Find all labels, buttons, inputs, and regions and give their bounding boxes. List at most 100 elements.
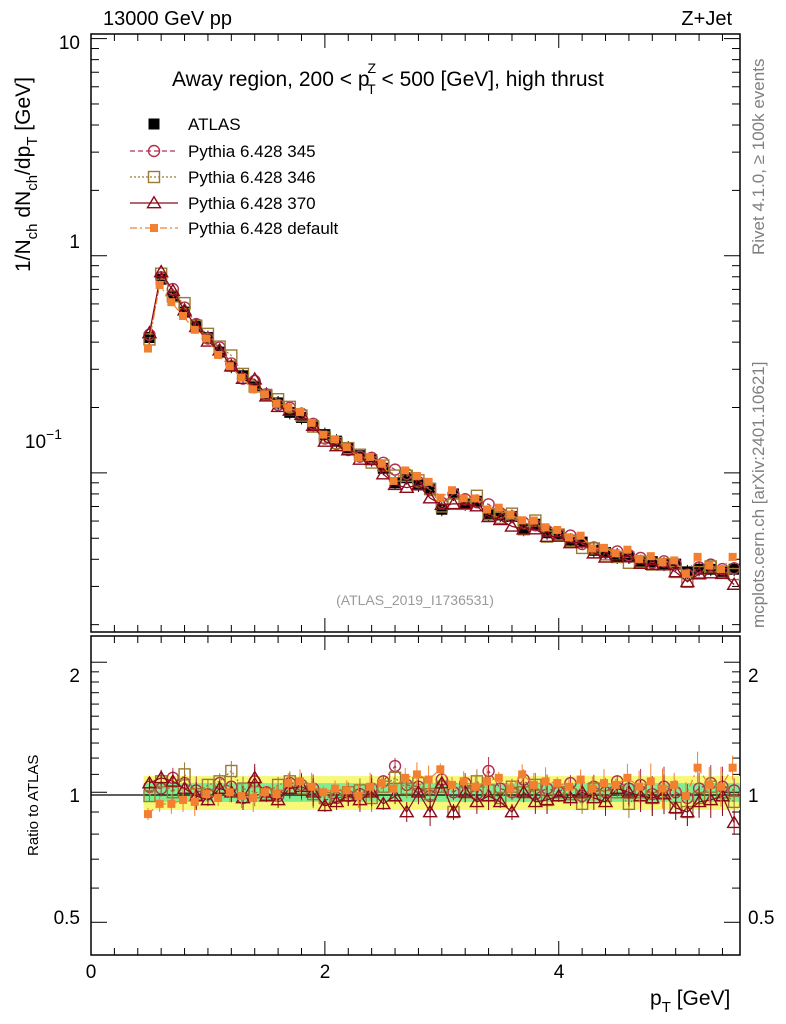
- pythia-6-428-346-point: [178, 296, 191, 310]
- pythia-6-428-370-point: [691, 566, 707, 580]
- legend-marker-pythia-6-428-345: [147, 144, 161, 158]
- pythia-6-428-default-point: [459, 494, 468, 503]
- pythia-6-428-default-ratio-point: [623, 773, 632, 782]
- pythia-6-428-default-ratio-point: [260, 788, 269, 797]
- pythia-6-428-default-point: [179, 311, 188, 320]
- pythia-6-428-default-ratio-point: [576, 775, 585, 784]
- pythia-6-428-370-ratio-point: [457, 784, 473, 798]
- pythia-6-428-370-point: [515, 521, 532, 535]
- pythia-6-428-default-point: [331, 435, 340, 444]
- analysis-watermark: (ATLAS_2019_I1736531): [336, 592, 494, 608]
- pythia-6-428-default-point: [155, 281, 164, 290]
- pythia-6-428-370-ratio-point: [153, 770, 169, 784]
- pythia-6-428-370-ratio-point: [363, 784, 380, 798]
- pythia-6-428-default-ratio-point: [401, 773, 410, 782]
- pythia-6-428-default-point: [635, 554, 644, 563]
- pythia-6-428-370-point: [246, 371, 263, 385]
- pythia-6-428-346-ratio-point: [388, 771, 402, 785]
- ratio-tick-label-1: 1: [69, 786, 80, 807]
- y-tick-label-1: 1: [69, 232, 80, 253]
- pythia-6-428-default-point: [354, 453, 363, 462]
- pythia-6-428-default-ratio-point: [646, 777, 655, 786]
- pythia-6-428-370-ratio-point: [597, 794, 614, 808]
- pythia-6-428-default-ratio-point: [190, 797, 199, 806]
- pythia-6-428-default-ratio-point: [693, 763, 702, 772]
- pythia-6-428-370-ratio-point: [586, 790, 602, 804]
- ratio-data-layer: [141, 751, 740, 835]
- pythia-6-428-346-ratio-point: [225, 764, 238, 778]
- pythia-6-428-370-point: [492, 512, 509, 526]
- atlas-point: [646, 556, 658, 568]
- pythia-6-428-370-ratio-point: [176, 780, 193, 794]
- pythia-6-428-default-ratio-point: [377, 779, 386, 788]
- legend-label-atlas: ATLAS: [188, 115, 241, 134]
- ratio-tick-label-right-0p5: 0.5: [748, 908, 774, 929]
- axis-ticks: [90, 34, 740, 955]
- y-axis-title: 1/Nch dNch/dpT [GeV]: [12, 77, 41, 272]
- pythia-6-428-default-point: [728, 552, 737, 561]
- pythia-6-428-370-point: [504, 518, 520, 532]
- pythia-6-428-default-point: [623, 545, 632, 554]
- pythia-6-428-default-ratio-point: [670, 780, 679, 789]
- pythia-6-428-370-ratio-point: [317, 798, 333, 812]
- pythia-6-428-370-ratio-point: [644, 790, 661, 804]
- pythia-6-428-default-point: [249, 385, 258, 394]
- pythia-6-428-370-ratio-point: [246, 770, 263, 784]
- pythia-6-428-default-point: [705, 561, 714, 570]
- pythia-6-428-default-ratio-point: [331, 784, 340, 793]
- pythia-6-428-default-ratio-point: [249, 793, 258, 802]
- pythia-6-428-default-point: [284, 403, 293, 412]
- pythia-6-428-370-ratio-point: [422, 804, 438, 818]
- legend-marker-pythia-6-428-370: [146, 195, 162, 209]
- pythia-6-428-370-ratio-point: [515, 784, 532, 798]
- pythia-6-428-default-ratio-point: [143, 810, 152, 819]
- pythia-6-428-default-ratio-point: [366, 782, 375, 791]
- pythia-6-428-default-point: [272, 399, 281, 408]
- pythia-6-428-370-ratio-point: [469, 794, 485, 808]
- pythia-6-428-default-ratio-point: [284, 779, 293, 788]
- chart-title: Away region, 200 < pZ T < 500 [GeV], high…: [172, 60, 604, 97]
- mcplots-label: mcplots.cern.ch [arXiv:2401.10621]: [749, 362, 768, 628]
- pythia-6-428-370-ratio-point: [434, 775, 450, 789]
- pythia-6-428-370-ratio-point: [539, 792, 555, 806]
- pythia-6-428-default-point: [716, 565, 725, 574]
- pythia-6-428-370-point: [703, 565, 719, 579]
- pythia-6-428-default-point: [553, 525, 562, 534]
- legend-marker-atlas: [148, 118, 160, 130]
- pythia-6-428-default-point: [518, 516, 527, 525]
- pythia-6-428-default-ratio-point: [167, 799, 176, 808]
- pythia-6-428-default-ratio-point: [483, 777, 492, 786]
- atlas-point: [190, 319, 202, 331]
- pythia-6-428-default-point: [693, 552, 702, 561]
- pythia-6-428-default-ratio-point: [471, 782, 480, 791]
- pythia-6-428-default-point: [143, 344, 152, 353]
- pythia-6-428-default-ratio-point: [448, 780, 457, 789]
- legend-marker-pythia-6-428-default: [150, 224, 158, 232]
- pythia-6-428-370-ratio-point: [270, 792, 286, 806]
- pythia-6-428-346-ratio-point: [143, 789, 156, 803]
- header-right: Z+Jet: [681, 8, 732, 30]
- ratio-y-axis-title: Ratio to ATLAS: [25, 755, 42, 856]
- pythia-6-428-370-point: [410, 477, 427, 491]
- pythia-6-428-default-ratio-point: [389, 784, 398, 793]
- pythia-6-428-default-point: [190, 325, 199, 334]
- pythia-6-428-default-point: [658, 558, 667, 567]
- main-data-layer: [141, 264, 740, 590]
- pythia-6-428-370-ratio-point: [165, 773, 181, 787]
- pythia-6-428-default-ratio-point: [214, 793, 223, 802]
- pythia-6-428-370-point: [317, 433, 333, 447]
- pythia-6-428-370-point: [667, 564, 684, 578]
- pythia-6-428-370-ratio-point: [562, 790, 579, 804]
- pythia-6-428-default-ratio-point: [564, 782, 573, 791]
- pythia-6-428-default-ratio-point: [354, 792, 363, 801]
- atlas-point: [295, 411, 307, 423]
- pythia-6-428-370-point: [597, 549, 614, 563]
- pythia-6-428-default-ratio-point: [459, 777, 468, 786]
- pythia-6-428-370-ratio-point: [141, 775, 158, 789]
- pythia-6-428-default-point: [214, 350, 223, 359]
- pythia-6-428-370-ratio-point: [703, 792, 719, 806]
- pythia-6-428-370-ratio-point: [667, 800, 684, 814]
- pythia-6-428-370-ratio-point: [527, 794, 544, 808]
- pythia-6-428-370-ratio-point: [679, 804, 696, 818]
- pythia-6-428-default-point: [448, 486, 457, 495]
